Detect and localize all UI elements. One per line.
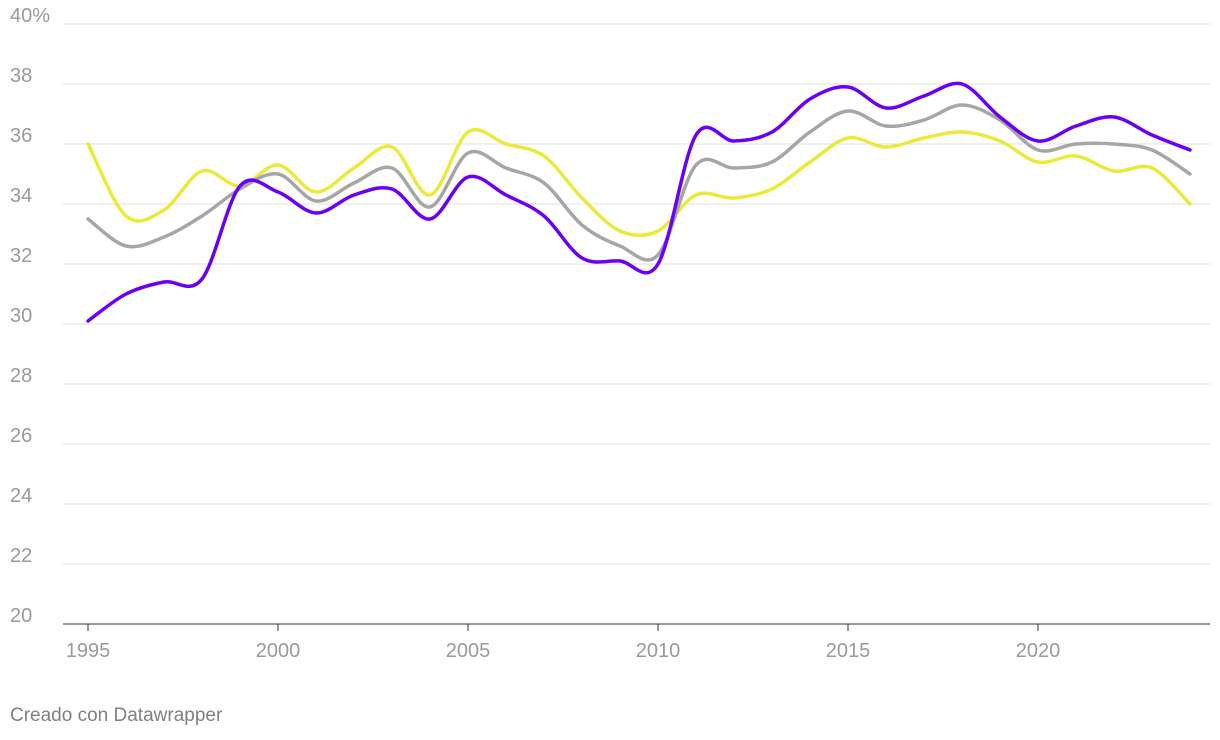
y-tick-label: 20 [10,605,32,627]
y-tick-label: 26 [10,425,32,447]
axes [63,623,1210,631]
x-tick-label: 1995 [66,640,111,662]
x-tick-label: 2000 [256,640,301,662]
series-line-1 [86,81,1192,323]
gridlines [63,23,1210,565]
x-tick-label: 2005 [446,640,491,662]
y-tick-label: 28 [10,365,32,387]
series-line-2 [86,103,1192,262]
y-tick-label: 34 [10,185,32,207]
series-line-3 [86,127,1192,238]
datawrapper-credit: Creado con Datawrapper [10,705,223,726]
x-tick-label: 2010 [636,640,681,662]
y-tick-label: 40% [10,5,50,27]
x-tick-label: 2015 [826,640,871,662]
tick-labels: 40% 38 36 34 32 30 28 26 24 22 20 1995 2000 2005 2010 2… [10,5,1060,662]
y-tick-label: 36 [10,125,32,147]
y-tick-label: 22 [10,545,32,567]
series-lines [86,81,1192,323]
y-tick-label: 38 [10,65,32,87]
x-tick-label: 2020 [1016,640,1061,662]
y-tick-label: 24 [10,485,32,507]
y-tick-label: 32 [10,245,32,267]
y-tick-label: 30 [10,305,32,327]
